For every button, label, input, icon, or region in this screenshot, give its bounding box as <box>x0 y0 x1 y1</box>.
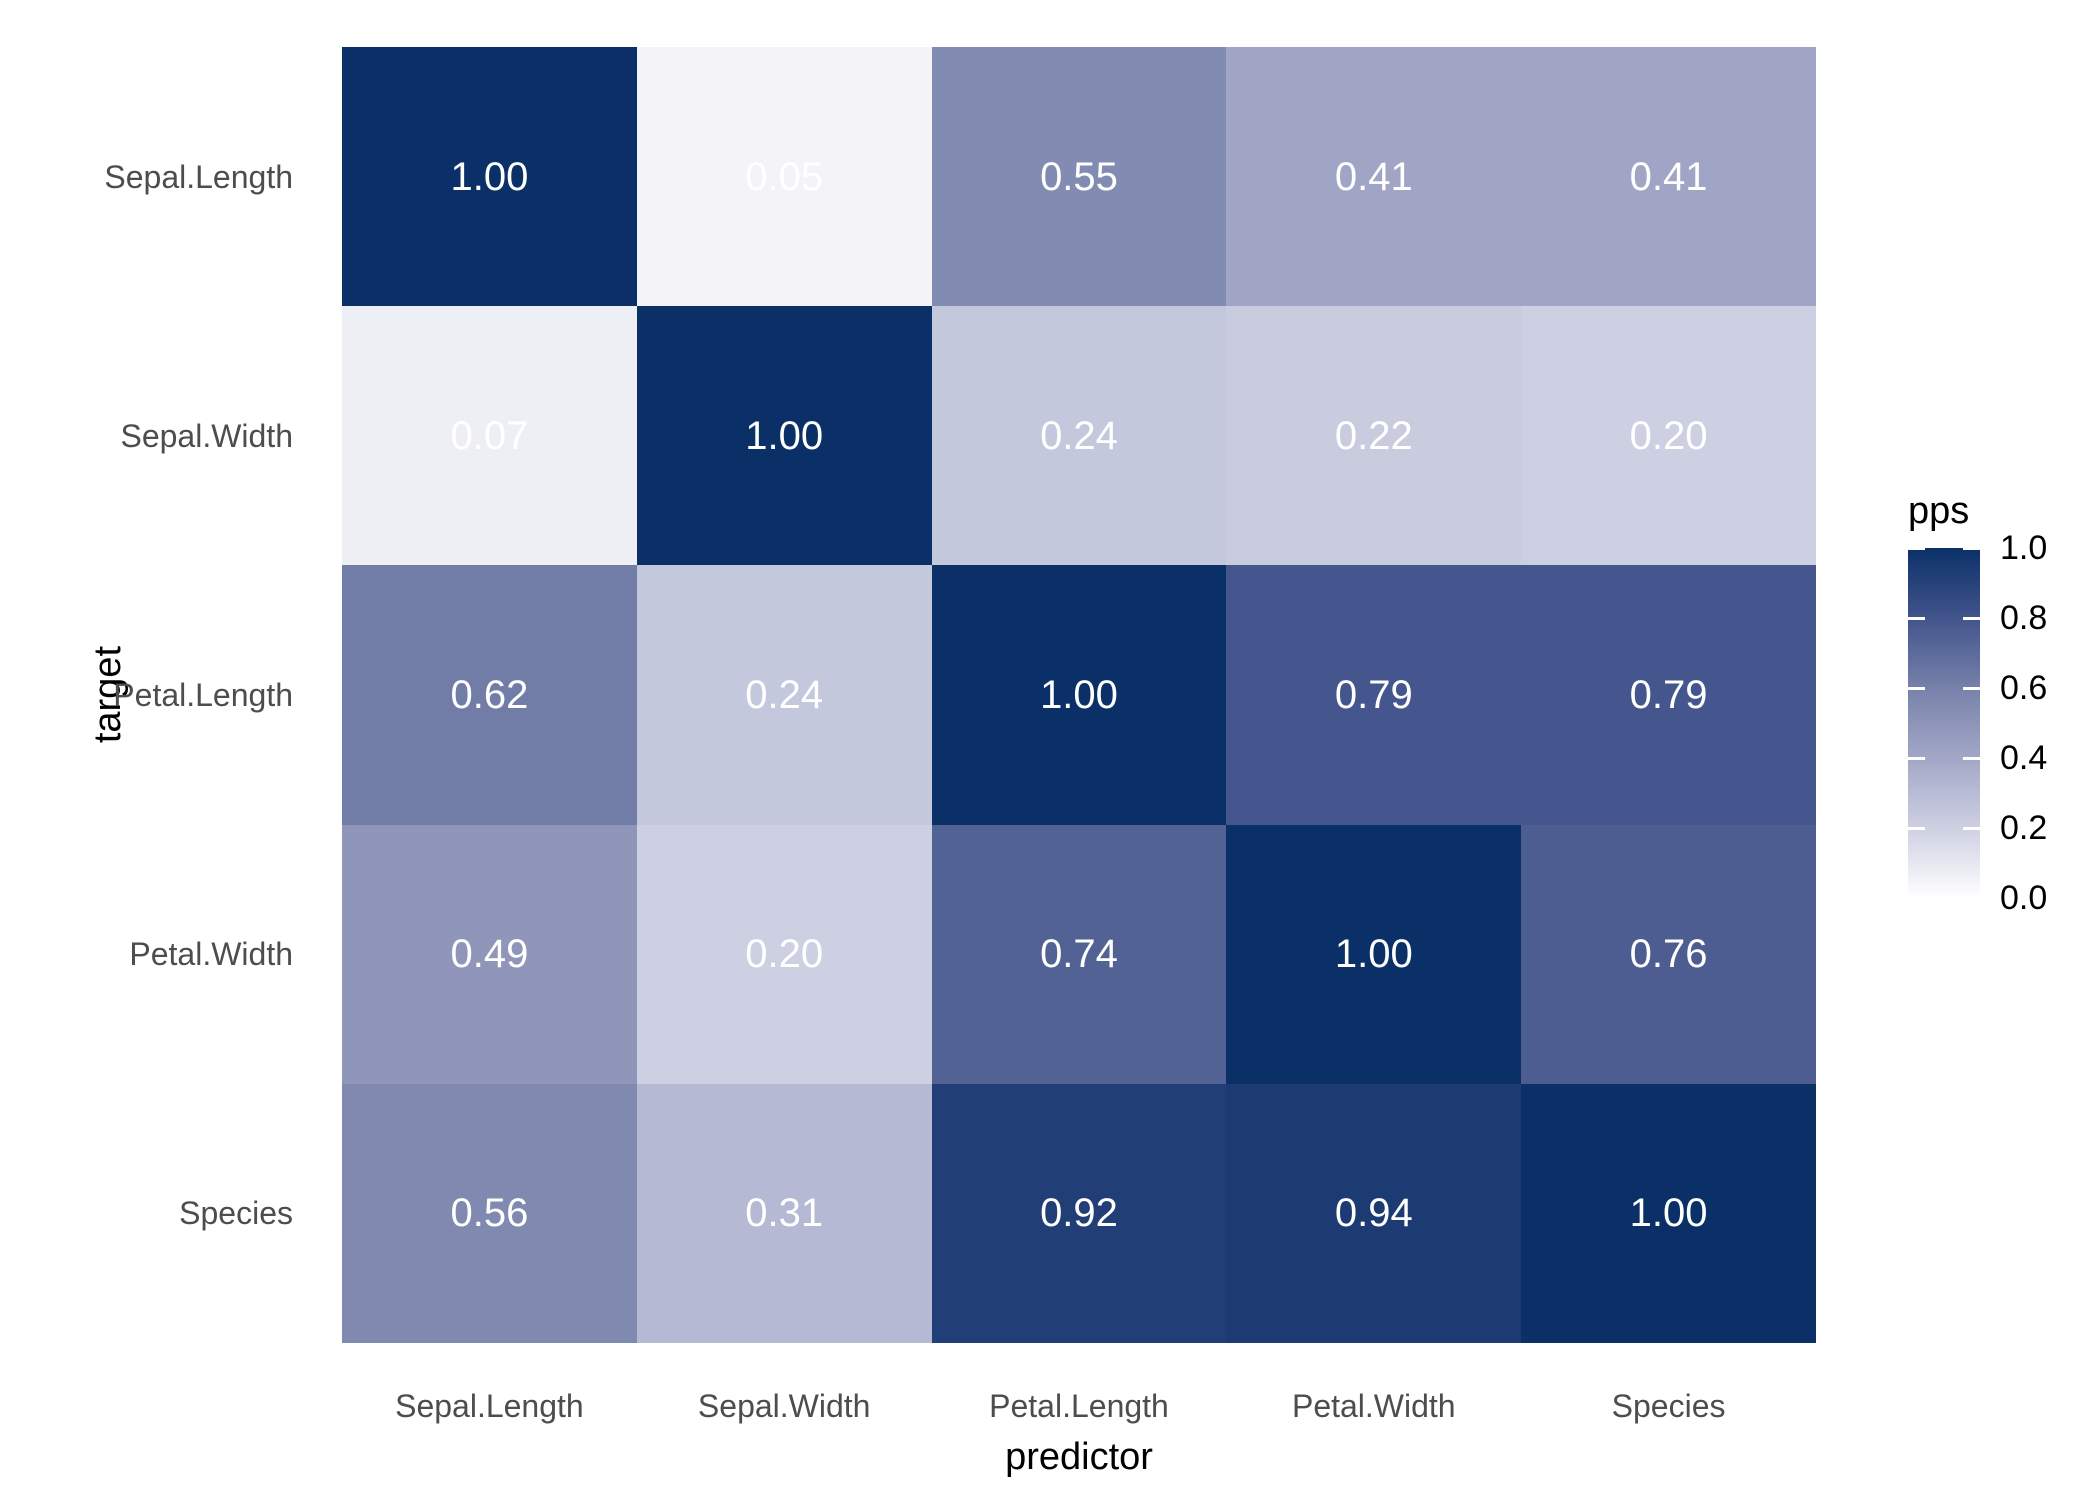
legend-tick-mark <box>1963 826 1980 830</box>
heatmap-cell: 0.62 <box>342 565 637 825</box>
x-axis-labels: Sepal.Length Sepal.Width Petal.Length Petal… <box>342 1378 1816 1434</box>
legend-tick-labels: 1.0 0.8 0.6 0.4 0.2 0.0 <box>2000 531 2090 915</box>
cell-value: 0.20 <box>1629 413 1708 458</box>
x-tick-label: Species <box>1611 1388 1726 1424</box>
cell-value: 0.41 <box>1334 154 1413 199</box>
x-tick-label: Sepal.Length <box>395 1388 584 1424</box>
heatmap-cell: 0.92 <box>931 1083 1227 1343</box>
y-tick-label: Sepal.Length <box>104 158 293 195</box>
x-tick-label: Petal.Length <box>989 1388 1169 1424</box>
legend-tick-label: 0.6 <box>2000 669 2048 707</box>
heatmap-cell: 1.00 <box>1521 1083 1816 1343</box>
heatmap-cell: 0.07 <box>342 306 637 566</box>
cell-value: 0.79 <box>1334 672 1413 717</box>
heatmap-cell: 0.56 <box>342 1083 637 1343</box>
y-tick-label: Petal.Width <box>129 936 293 973</box>
cell-value: 1.00 <box>745 413 824 458</box>
heatmap-cell: 0.79 <box>1226 565 1522 825</box>
heatmap-cell: 0.20 <box>1521 306 1816 566</box>
y-axis-labels: Sepal.Length Sepal.Width Petal.Length Petal… <box>0 47 293 1343</box>
heatmap-cell: 0.22 <box>1226 306 1522 566</box>
cell-value: 0.24 <box>745 672 824 717</box>
cell-value: 0.49 <box>450 932 529 977</box>
legend-title: pps <box>1908 490 1970 532</box>
cell-value: 0.55 <box>1040 154 1118 199</box>
y-tick-label: Petal.Length <box>113 676 293 713</box>
heatmap-cell: 0.49 <box>342 824 637 1084</box>
cell-value: 0.20 <box>745 932 824 977</box>
legend-tick-mark <box>1908 896 1925 898</box>
legend-tick-mark <box>1963 896 1980 898</box>
legend-tick-label: 1.0 <box>2000 529 2048 567</box>
heatmap-cell: 0.41 <box>1226 47 1522 307</box>
cell-value: 0.31 <box>745 1191 824 1236</box>
heatmap-cell: 1.00 <box>636 306 932 566</box>
legend-tick-label: 0.2 <box>2000 809 2048 847</box>
cell-value: 0.56 <box>450 1191 529 1236</box>
legend-tick-mark <box>1963 616 1980 620</box>
cell-value: 0.05 <box>745 154 824 199</box>
legend-tick-mark <box>1963 548 1980 550</box>
legend-tick-label: 0.8 <box>2000 599 2048 637</box>
legend-tick-mark <box>1908 686 1925 690</box>
legend-tick-mark <box>1908 826 1925 830</box>
cell-value: 0.22 <box>1334 413 1413 458</box>
heatmap-cell: 1.00 <box>1226 824 1522 1084</box>
cell-value: 0.76 <box>1629 932 1708 977</box>
y-tick-label: Sepal.Width <box>120 417 293 454</box>
cell-value: 0.41 <box>1629 154 1708 199</box>
heatmap-cell: 0.55 <box>931 47 1227 307</box>
legend-tick-mark <box>1908 756 1925 760</box>
cell-value: 0.79 <box>1629 672 1708 717</box>
heatmap-grid: 1.00 0.05 0.55 0.41 0.41 0.07 1.00 0.24 0.22 0.20… <box>342 47 1816 1343</box>
cell-value: 1.00 <box>1334 932 1413 977</box>
heatmap-cell: 0.20 <box>636 824 932 1084</box>
legend-tick-label: 0.4 <box>2000 739 2048 777</box>
heatmap-cell: 0.76 <box>1521 824 1816 1084</box>
heatmap-cell: 0.24 <box>931 306 1227 566</box>
heatmap-cell: 0.74 <box>931 824 1227 1084</box>
cell-value: 1.00 <box>1629 1191 1708 1236</box>
x-axis-title: predictor <box>1005 1436 1153 1478</box>
x-tick-label: Petal.Width <box>1291 1388 1456 1424</box>
cell-value: 1.00 <box>1040 672 1118 717</box>
legend-tick-mark <box>1908 548 1925 550</box>
heatmap-cell: 0.05 <box>636 47 932 307</box>
heatmap-cell: 0.79 <box>1521 565 1816 825</box>
heatmap-cell: 0.94 <box>1226 1083 1522 1343</box>
x-tick-label: Sepal.Width <box>697 1388 871 1424</box>
heatmap-cell: 1.00 <box>931 565 1227 825</box>
legend-colorbar <box>1908 548 1980 898</box>
heatmap-cell: 0.24 <box>636 565 932 825</box>
heatmap-cell: 0.31 <box>636 1083 932 1343</box>
cell-value: 0.74 <box>1040 932 1118 977</box>
legend-tick-mark <box>1963 686 1980 690</box>
heatmap-cell: 0.41 <box>1521 47 1816 307</box>
legend-tick-mark <box>1963 756 1980 760</box>
cell-value: 0.24 <box>1040 413 1118 458</box>
cell-value: 0.92 <box>1040 1191 1118 1236</box>
cell-value: 0.94 <box>1334 1191 1413 1236</box>
cell-value: 0.62 <box>450 672 529 717</box>
legend-tick-mark <box>1908 616 1925 620</box>
y-tick-label: Species <box>179 1195 293 1232</box>
heatmap-cell: 1.00 <box>342 47 637 307</box>
cell-value: 0.07 <box>450 413 529 458</box>
cell-value: 1.00 <box>450 154 529 199</box>
legend-tick-label: 0.0 <box>2000 879 2048 917</box>
